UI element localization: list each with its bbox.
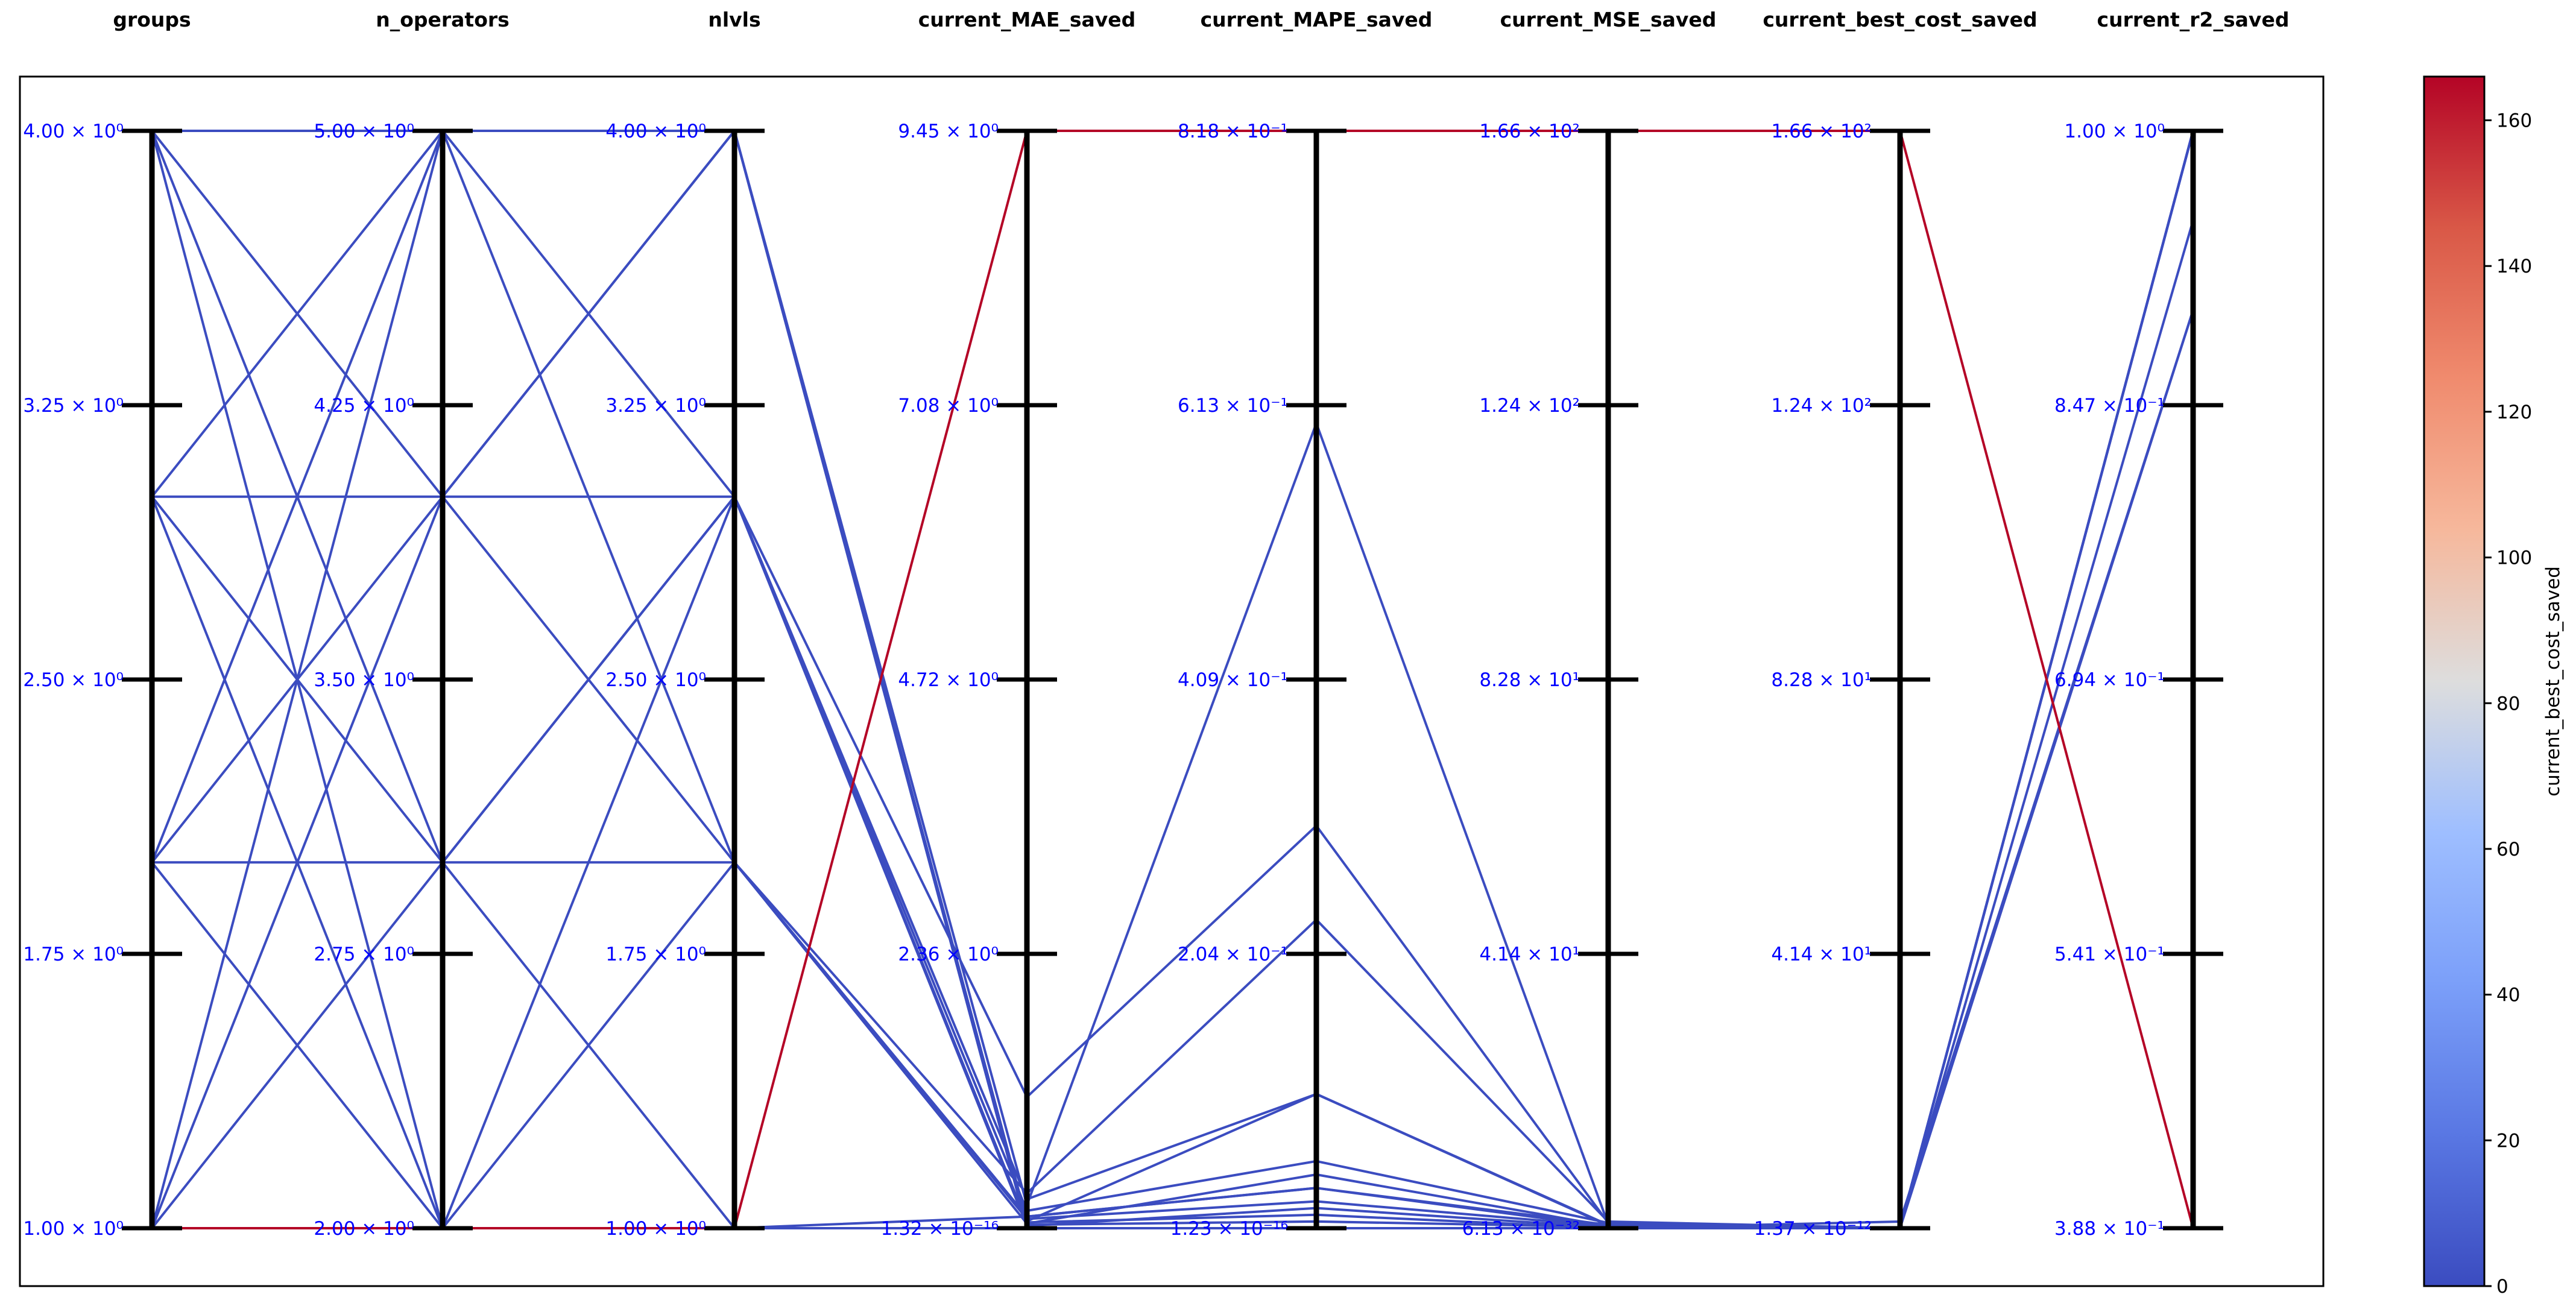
tick-label: 9.45 × 10⁰ bbox=[898, 121, 999, 142]
tick-label: 6.94 × 10⁻¹ bbox=[2054, 669, 2165, 691]
tick-label: 2.50 × 10⁰ bbox=[605, 669, 706, 691]
tick-label: 4.00 × 10⁰ bbox=[23, 121, 124, 142]
colorbar-tick-label: 160 bbox=[2496, 110, 2532, 132]
colorbar-tick-label: 40 bbox=[2496, 985, 2520, 1006]
tick-label: 1.24 × 10² bbox=[1771, 395, 1872, 417]
tick-label: 1.66 × 10² bbox=[1479, 121, 1580, 142]
axis-title: groups bbox=[113, 8, 191, 31]
data-line bbox=[151, 130, 2194, 1229]
tick-label: 2.36 × 10⁰ bbox=[898, 944, 999, 965]
axis-title: current_r2_saved bbox=[2097, 8, 2290, 31]
tick-label: 6.13 × 10⁻³² bbox=[1462, 1218, 1580, 1240]
axis-title: current_best_cost_saved bbox=[1763, 8, 2037, 31]
tick-label: 4.00 × 10⁰ bbox=[605, 121, 706, 142]
colorbar-tick-label: 60 bbox=[2496, 839, 2520, 860]
tick-label: 1.66 × 10² bbox=[1771, 121, 1872, 142]
tick-label: 3.88 × 10⁻¹ bbox=[2054, 1218, 2165, 1240]
axis-title: nlvls bbox=[708, 8, 760, 31]
tick-label: 8.47 × 10⁻¹ bbox=[2054, 395, 2165, 417]
colorbar-tick-label: 140 bbox=[2496, 256, 2532, 277]
tick-label: 8.18 × 10⁻¹ bbox=[1178, 121, 1288, 142]
tick-label: 3.25 × 10⁰ bbox=[23, 395, 124, 417]
plot-frame bbox=[19, 75, 2325, 1287]
tick-label: 1.00 × 10⁰ bbox=[2064, 121, 2165, 142]
tick-label: 1.00 × 10⁰ bbox=[23, 1218, 124, 1240]
tick-label: 2.75 × 10⁰ bbox=[314, 944, 414, 965]
tick-label: 4.25 × 10⁰ bbox=[314, 395, 414, 417]
tick-label: 6.13 × 10⁻¹ bbox=[1178, 395, 1288, 417]
tick-label: 2.00 × 10⁰ bbox=[314, 1218, 414, 1240]
tick-label: 1.75 × 10⁰ bbox=[605, 944, 706, 965]
colorbar-tick-label: 20 bbox=[2496, 1130, 2520, 1152]
tick-label: 7.08 × 10⁰ bbox=[898, 395, 999, 417]
tick-label: 8.28 × 10¹ bbox=[1479, 669, 1580, 691]
tick-label: 1.37 × 10⁻¹² bbox=[1754, 1218, 1872, 1240]
tick-label: 4.72 × 10⁰ bbox=[898, 669, 999, 691]
axis-title: current_MSE_saved bbox=[1500, 8, 1717, 31]
colorbar-tick-label: 120 bbox=[2496, 402, 2532, 423]
tick-label: 1.23 × 10⁻¹⁶ bbox=[1170, 1218, 1288, 1240]
tick-label: 1.32 × 10⁻¹⁶ bbox=[881, 1218, 999, 1240]
colorbar-tick-label: 100 bbox=[2496, 547, 2532, 569]
colorbar bbox=[2423, 75, 2486, 1287]
tick-label: 4.14 × 10¹ bbox=[1771, 944, 1872, 965]
tick-label: 3.50 × 10⁰ bbox=[314, 669, 414, 691]
tick-label: 2.04 × 10⁻¹ bbox=[1178, 944, 1288, 965]
tick-label: 4.09 × 10⁻¹ bbox=[1178, 669, 1288, 691]
tick-label: 1.00 × 10⁰ bbox=[605, 1218, 706, 1240]
tick-label: 2.50 × 10⁰ bbox=[23, 669, 124, 691]
data-line bbox=[151, 220, 2194, 1229]
tick-label: 3.25 × 10⁰ bbox=[605, 395, 706, 417]
data-line bbox=[152, 130, 2194, 1229]
colorbar-label: current_best_cost_saved bbox=[2542, 566, 2564, 796]
tick-label: 8.28 × 10¹ bbox=[1771, 669, 1872, 691]
axis-title: current_MAE_saved bbox=[918, 8, 1136, 31]
data-line bbox=[152, 309, 2194, 1229]
colorbar-tick-label: 0 bbox=[2496, 1276, 2508, 1298]
tick-label: 5.41 × 10⁻¹ bbox=[2054, 944, 2165, 965]
axis-title: n_operators bbox=[376, 8, 510, 31]
tick-label: 4.14 × 10¹ bbox=[1479, 944, 1580, 965]
axis-title: current_MAPE_saved bbox=[1201, 8, 1433, 31]
colorbar-tick-label: 80 bbox=[2496, 693, 2520, 714]
tick-label: 1.24 × 10² bbox=[1479, 395, 1580, 417]
tick-label: 1.75 × 10⁰ bbox=[23, 944, 124, 965]
tick-label: 5.00 × 10⁰ bbox=[314, 121, 414, 142]
